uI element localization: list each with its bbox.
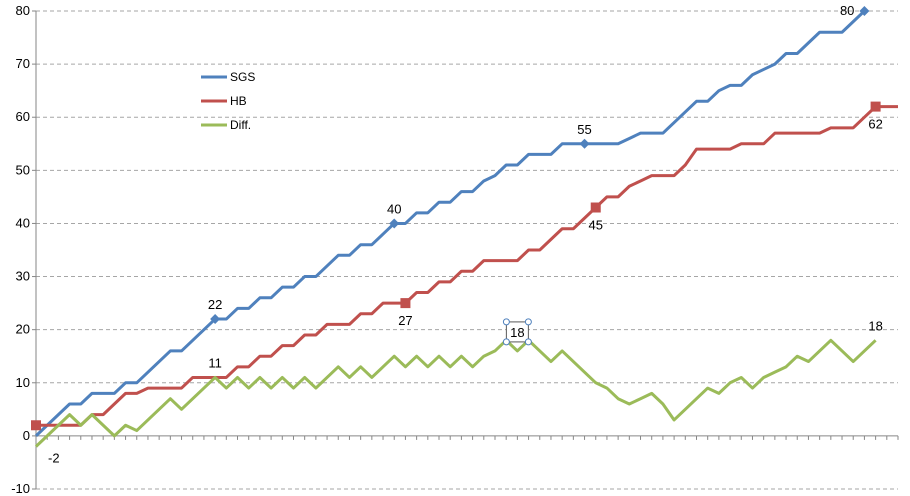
selection-handle <box>524 338 532 346</box>
data-label-diff: 18 <box>510 325 524 340</box>
selection-handle <box>524 318 532 326</box>
data-label-hb: 62 <box>868 117 882 132</box>
data-label-sgs: 55 <box>577 122 591 137</box>
marker-sgs <box>210 314 221 325</box>
y-tick-label: -10 <box>11 481 30 496</box>
marker-sgs <box>389 218 400 229</box>
axes <box>32 10 899 490</box>
y-tick-label: 20 <box>16 322 30 337</box>
data-label-diff: 18 <box>868 318 882 333</box>
y-tick-label: 60 <box>16 109 30 124</box>
y-tick-label: 50 <box>16 162 30 177</box>
data-label-sgs: 80 <box>840 3 854 18</box>
data-labels: 22 40 55 80 27 45 62 -2 11 18 18 <box>48 3 883 466</box>
y-tick-label: 0 <box>23 428 30 443</box>
data-label-diff: -2 <box>48 451 60 466</box>
marker-sgs <box>579 138 590 149</box>
selection-handle <box>502 318 510 326</box>
legend-label-sgs: SGS <box>230 70 255 84</box>
selection-handle <box>502 338 510 346</box>
legend-label-diff: Diff. <box>230 118 251 132</box>
data-label-hb: 27 <box>398 313 412 328</box>
marker-hb <box>400 298 411 309</box>
y-axis-ticks: -10 0 10 20 30 40 50 60 70 80 <box>11 3 30 496</box>
marker-hb <box>590 202 601 213</box>
series-line-diff <box>34 338 877 448</box>
series-lines <box>34 9 898 448</box>
y-tick-label: 70 <box>16 56 30 71</box>
label-box <box>505 321 529 343</box>
data-label-sgs: 22 <box>208 297 222 312</box>
legend-label-hb: HB <box>230 94 247 108</box>
series-line-hb <box>36 105 898 427</box>
gridlines <box>36 10 898 490</box>
y-tick-label: 40 <box>16 215 30 230</box>
y-tick-label: 10 <box>16 375 30 390</box>
series-line-sgs <box>34 9 866 437</box>
data-label-diff: 11 <box>208 355 222 370</box>
data-label-hb: 45 <box>589 218 603 233</box>
marker-hb <box>31 420 41 431</box>
marker-hb <box>870 101 881 112</box>
y-tick-label: 30 <box>16 269 30 284</box>
data-label-sgs: 40 <box>387 201 401 216</box>
series-markers <box>31 6 881 431</box>
legend: SGS HB Diff. <box>201 70 255 132</box>
marker-sgs <box>859 6 870 16</box>
y-tick-label: 80 <box>16 3 30 18</box>
